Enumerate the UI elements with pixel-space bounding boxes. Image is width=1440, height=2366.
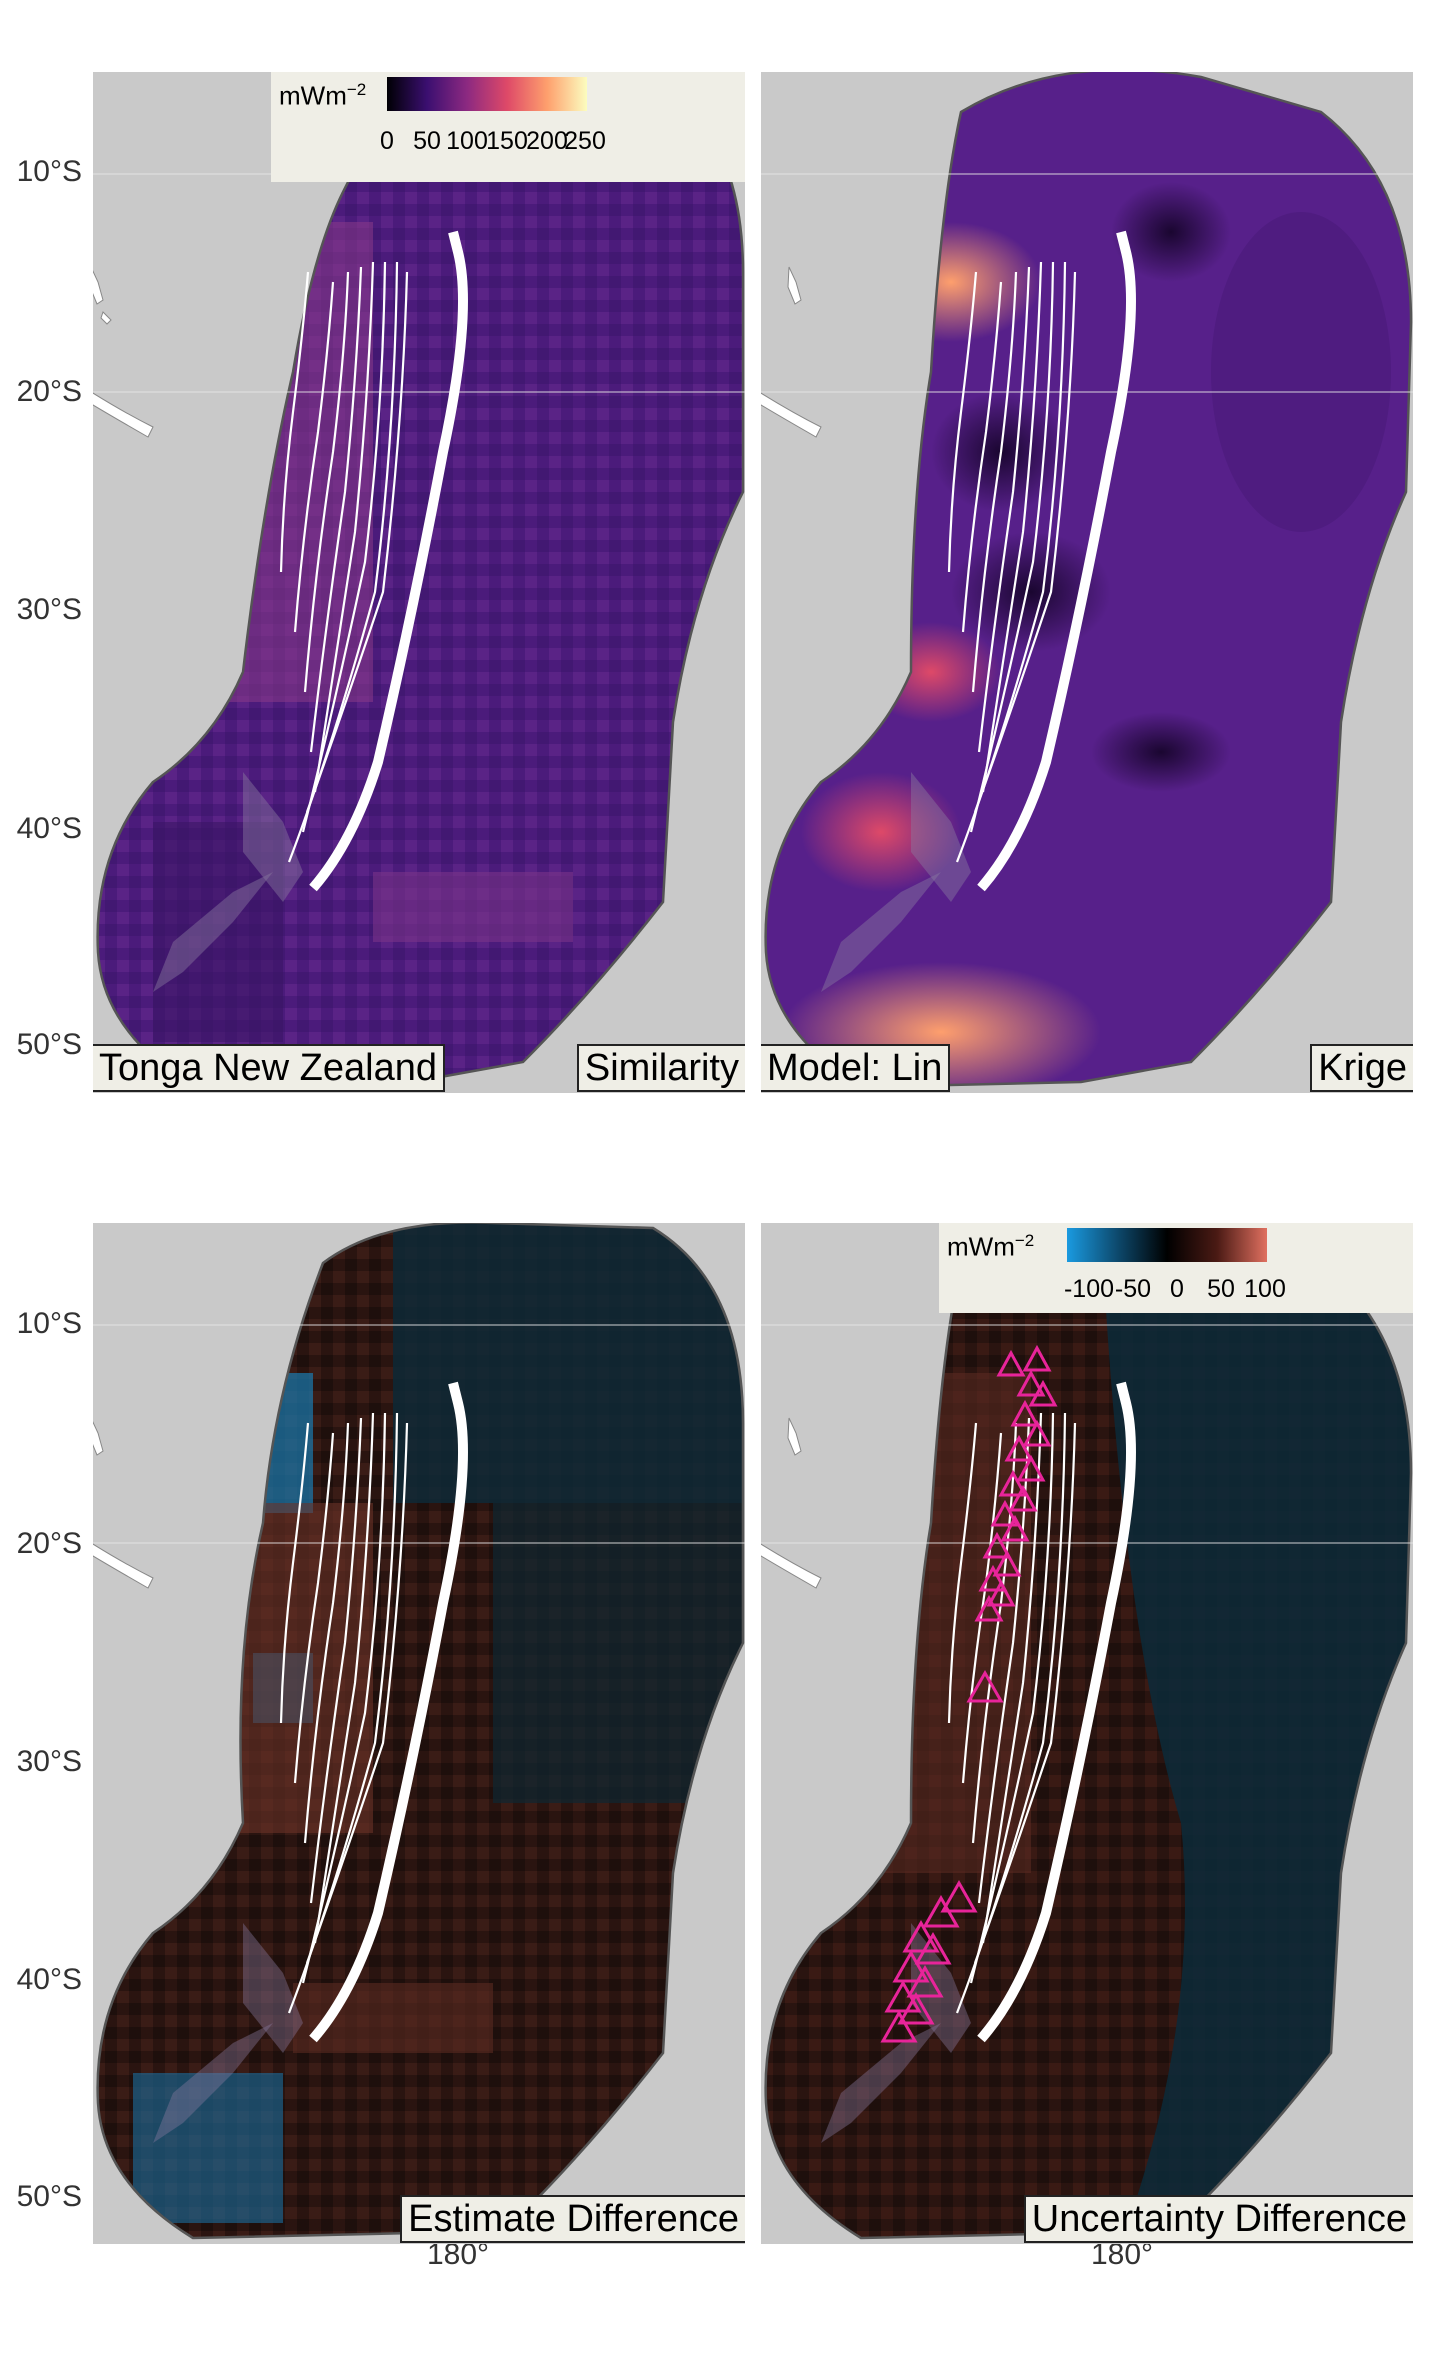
legend-difference-unit: mWm−2 bbox=[947, 1231, 1035, 1262]
y-label-30s-bottom: 30°S bbox=[16, 1745, 82, 1778]
tag-region: Tonga New Zealand bbox=[93, 1044, 445, 1092]
legend-heatflow-colorbar bbox=[387, 77, 587, 111]
tag-krige: Krige bbox=[1310, 1044, 1413, 1092]
legend-heatflow-tick: 100 bbox=[446, 127, 488, 155]
y-label-30s-top: 30°S bbox=[16, 593, 82, 626]
legend-heatflow-tick: 200 bbox=[526, 127, 568, 155]
y-label-40s-top: 40°S bbox=[16, 812, 82, 845]
legend-difference-tick: 100 bbox=[1244, 1275, 1286, 1303]
legend-heatflow-tick: 0 bbox=[380, 127, 394, 155]
legend-heatflow-tick: 250 bbox=[564, 127, 606, 155]
legend-heatflow-unit: mWm−2 bbox=[279, 80, 367, 111]
map-panel-estimate-difference: Estimate Difference bbox=[93, 1223, 745, 2244]
map-similarity-svg bbox=[93, 75, 745, 1089]
map-estimate-difference-svg bbox=[93, 1223, 745, 2240]
legend-difference-tick: 50 bbox=[1207, 1275, 1235, 1303]
tag-uncertainty-difference: Uncertainty Difference bbox=[1023, 2195, 1413, 2243]
map-panel-krige: Model: Lin Krige bbox=[761, 72, 1413, 1093]
legend-difference: mWm−2 -100 -50 0 50 100 bbox=[939, 1223, 1413, 1313]
y-label-10s-top: 10°S bbox=[16, 155, 82, 188]
map-uncertainty-difference-svg bbox=[761, 1223, 1413, 2240]
map-panel-uncertainty-difference: Uncertainty Difference mWm−2 -100 -50 0 … bbox=[761, 1223, 1413, 2244]
map-panel-similarity: Tonga New Zealand Similarity mWm−2 0 50 … bbox=[93, 72, 745, 1093]
y-label-50s-bottom: 50°S bbox=[16, 2180, 82, 2213]
tag-similarity: Similarity bbox=[576, 1044, 745, 1092]
y-label-10s-bottom: 10°S bbox=[16, 1307, 82, 1340]
legend-difference-tick: 0 bbox=[1170, 1275, 1184, 1303]
y-label-40s-bottom: 40°S bbox=[16, 1963, 82, 1996]
legend-heatflow-tick: 50 bbox=[413, 127, 441, 155]
y-label-20s-top: 20°S bbox=[16, 375, 82, 408]
y-label-50s-top: 50°S bbox=[16, 1028, 82, 1061]
legend-difference-colorbar bbox=[1067, 1228, 1267, 1262]
legend-heatflow: mWm−2 0 50 100 150 200 250 bbox=[271, 72, 745, 182]
volcano-markers bbox=[880, 1344, 1058, 2043]
tag-estimate-difference: Estimate Difference bbox=[400, 2195, 745, 2243]
legend-difference-tick: -100 bbox=[1063, 1275, 1115, 1303]
legend-difference-tick: -50 bbox=[1114, 1275, 1152, 1303]
y-label-20s-bottom: 20°S bbox=[16, 1527, 82, 1560]
legend-heatflow-tick: 150 bbox=[486, 127, 528, 155]
map-krige-svg bbox=[761, 72, 1413, 1089]
tag-model: Model: Lin bbox=[761, 1044, 951, 1092]
